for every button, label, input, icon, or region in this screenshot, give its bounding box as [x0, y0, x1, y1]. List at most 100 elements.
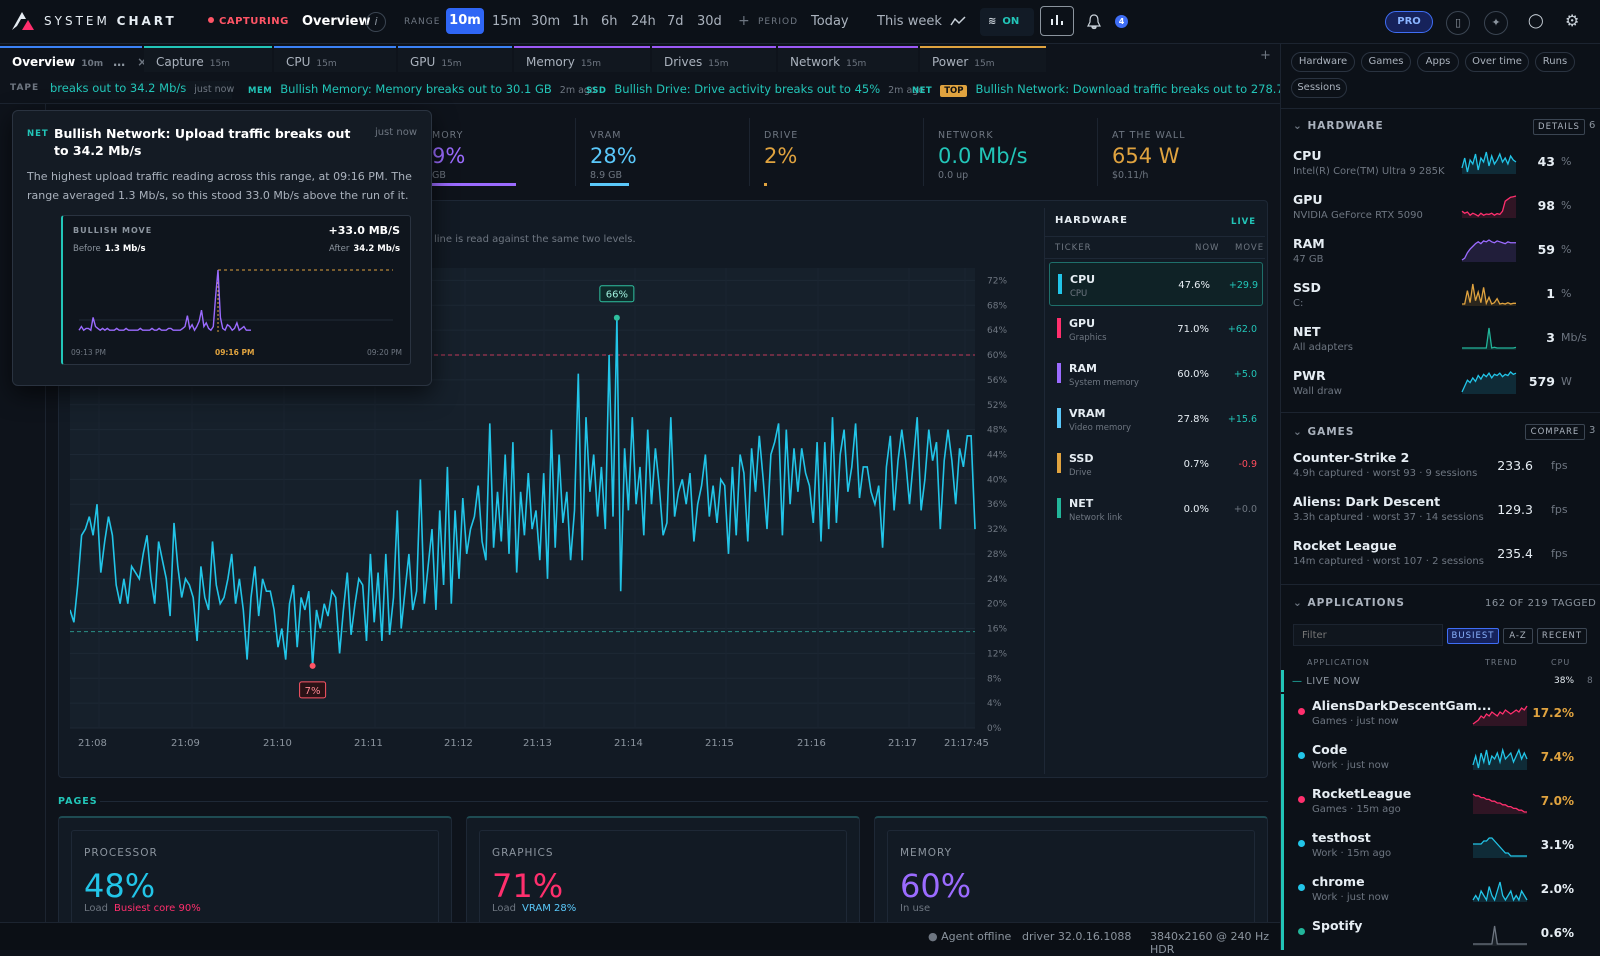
y-tick-label: 20%: [987, 600, 1007, 610]
tab-gpu[interactable]: GPU 15m: [398, 46, 512, 72]
games-section-title[interactable]: GAMES: [1293, 426, 1354, 438]
page-card-sub: Load Busiest core 90%: [84, 903, 201, 914]
period-this-week-button[interactable]: This week: [877, 14, 942, 29]
capturing-indicator[interactable]: CAPTURING: [208, 16, 289, 27]
tab-network[interactable]: Network 15m: [778, 46, 918, 72]
info-icon[interactable]: i: [366, 12, 386, 32]
hardware-row-ssd[interactable]: SSD C: 1%: [1293, 274, 1593, 318]
live-now-group[interactable]: — LIVE NOW 38% 8: [1281, 670, 1600, 692]
app-name: RocketLeague: [1312, 786, 1412, 801]
game-row[interactable]: Counter-Strike 2 4.9h captured · worst 93…: [1293, 446, 1593, 490]
app-row[interactable]: chrome Work · just now 2.0%: [1281, 870, 1600, 914]
hardware-row-sub: 47 GB: [1293, 254, 1324, 265]
kpi-wall-power[interactable]: AT THE WALL 654 W $0.11/h: [1100, 118, 1268, 186]
tape-item-drive[interactable]: SSD Bullish Drive: Drive activity breaks …: [586, 82, 925, 96]
ticker-color-bar: [1057, 363, 1061, 383]
alert-popup[interactable]: NET Bullish Network: Upload traffic brea…: [12, 110, 432, 386]
tape-item-memory[interactable]: MEM Bullish Memory: Memory breaks out to …: [248, 82, 596, 96]
range-6h-button[interactable]: 6h: [601, 14, 618, 29]
app-row[interactable]: Spotify 0.6%: [1281, 914, 1600, 950]
y-tick-label: 32%: [987, 525, 1007, 535]
chip-sessions[interactable]: Sessions: [1291, 78, 1347, 98]
tab-capture[interactable]: Capture 15m: [144, 46, 272, 72]
app-name: testhost: [1312, 830, 1371, 845]
news-tape: TAPE breaks out to 34.2 Mb/s just now MEM…: [0, 74, 1315, 104]
kpi-network[interactable]: NETWORK 0.0 Mb/s 0.0 up: [926, 118, 1098, 186]
chat-icon[interactable]: ◯: [1528, 13, 1544, 29]
ticker-row-vram[interactable]: VRAM Video memory 27.8% +15.6: [1049, 397, 1263, 441]
sort-recent-button[interactable]: RECENT: [1537, 628, 1587, 644]
tape-item-active[interactable]: breaks out to 34.2 Mb/s just now: [50, 81, 234, 99]
ticker-row-gpu[interactable]: GPU Graphics 71.0% +62.0: [1049, 307, 1263, 351]
compare-button[interactable]: COMPARE: [1525, 424, 1585, 440]
y-tick-label: 4%: [987, 699, 1002, 709]
pro-badge[interactable]: PRO: [1385, 11, 1433, 33]
y-tick-label: 36%: [987, 500, 1007, 510]
tab-drives[interactable]: Drives 15m: [652, 46, 776, 72]
chip-hardware[interactable]: Hardware: [1291, 52, 1355, 72]
page-card-processor[interactable]: PROCESSOR 48% Load Busiest core 90%: [58, 816, 452, 935]
hardware-row-ram[interactable]: RAM 47 GB 59%: [1293, 230, 1593, 274]
sort-busiest-button[interactable]: BUSIEST: [1447, 628, 1499, 644]
add-tab-button[interactable]: +: [1260, 48, 1271, 63]
applications-section-title[interactable]: APPLICATIONS: [1293, 597, 1405, 609]
hardware-row-name: CPU: [1293, 148, 1322, 163]
sparkle-icon[interactable]: ✦: [1484, 11, 1508, 35]
kpi-drive[interactable]: DRIVE 2%: [752, 118, 924, 186]
tape-item-network[interactable]: NET TOP Bullish Network: Download traffic …: [912, 82, 1315, 97]
ticker-row-ssd[interactable]: SSD Drive 0.7% -0.9: [1049, 442, 1263, 486]
kpi-memory[interactable]: MORY 9% GB: [420, 118, 576, 186]
pages-label: PAGES: [58, 796, 98, 807]
hardware-section-title[interactable]: HARDWARE: [1293, 120, 1384, 132]
page-card-memory[interactable]: MEMORY 60% In use: [874, 816, 1268, 935]
mini-after: After 34.2 Mb/s: [328, 244, 400, 254]
trend-icon[interactable]: [950, 15, 966, 27]
gear-icon[interactable]: ⚙: [1565, 11, 1580, 30]
chip-apps[interactable]: Apps: [1417, 52, 1459, 72]
range-1h-button[interactable]: 1h: [572, 14, 589, 29]
tab-cpu[interactable]: CPU 15m: [274, 46, 396, 72]
hardware-row-pwr[interactable]: PWR Wall draw 579 W: [1293, 362, 1593, 406]
game-row[interactable]: Rocket League 14m captured · worst 107 · …: [1293, 534, 1593, 578]
app-row[interactable]: Code Work · just now 7.4%: [1281, 738, 1600, 782]
range-30m-button[interactable]: 30m: [531, 14, 561, 29]
period-today-button[interactable]: Today: [811, 14, 849, 29]
game-row[interactable]: Aliens: Dark Descent 3.3h captured · wors…: [1293, 490, 1593, 534]
overview-button[interactable]: Overview: [302, 14, 371, 29]
sort-az-button[interactable]: A-Z: [1503, 628, 1533, 644]
range-10m-button[interactable]: 10m: [446, 8, 484, 34]
mini-label: BULLISH MOVE: [73, 226, 153, 235]
add-range-icon[interactable]: +: [738, 13, 750, 29]
range-30d-button[interactable]: 30d: [697, 14, 722, 29]
hardware-row-gpu[interactable]: GPU NVIDIA GeForce RTX 5090 98%: [1293, 186, 1593, 230]
hardware-row-cpu[interactable]: CPU Intel(R) Core(TM) Ultra 9 285K 43%: [1293, 142, 1593, 186]
tab-overview[interactable]: Overview 10m… ×: [0, 46, 147, 72]
apps-filter-input[interactable]: [1293, 624, 1443, 646]
range-7d-button[interactable]: 7d: [667, 14, 684, 29]
bar-chart-button[interactable]: [1040, 6, 1074, 36]
app-row[interactable]: RocketLeague Games · 15m ago 7.0%: [1281, 782, 1600, 826]
details-button[interactable]: DETAILS: [1533, 119, 1585, 135]
ticker-row-cpu[interactable]: CPU CPU 47.6% +29.9: [1049, 262, 1263, 306]
app-row[interactable]: AliensDarkDescentGam... Games · just now 1…: [1281, 694, 1600, 738]
device-icon[interactable]: ▯: [1446, 11, 1470, 35]
ticker-row-ram[interactable]: RAM System memory 60.0% +5.0: [1049, 352, 1263, 396]
ticker-row-net[interactable]: NET Network link 0.0% +0.0: [1049, 487, 1263, 531]
chip-games[interactable]: Games: [1361, 52, 1411, 72]
compare-toggle[interactable]: ≋ ON: [980, 8, 1034, 36]
app-row[interactable]: testhost Work · 15m ago 3.1%: [1281, 826, 1600, 870]
bell-icon[interactable]: [1087, 14, 1101, 30]
page-card-graphics[interactable]: GRAPHICS 71% Load VRAM 28%: [466, 816, 860, 935]
range-15m-button[interactable]: 15m: [492, 14, 522, 29]
hardware-row-net[interactable]: NET All adapters 3 Mb/s: [1293, 318, 1593, 362]
ticker-move: +29.9: [1228, 280, 1258, 291]
tab-memory[interactable]: Memory 15m: [514, 46, 650, 72]
kpi-vram[interactable]: VRAM 28% 8.9 GB: [578, 118, 750, 186]
x-tick-label: 21:12: [444, 738, 473, 749]
games-count: 3: [1589, 425, 1596, 436]
close-tab-icon[interactable]: ×: [137, 55, 148, 69]
tab-power[interactable]: Power 15m: [920, 46, 1046, 72]
range-24h-button[interactable]: 24h: [631, 14, 656, 29]
chip-runs[interactable]: Runs: [1535, 52, 1575, 72]
chip-over-time[interactable]: Over time: [1465, 52, 1529, 72]
